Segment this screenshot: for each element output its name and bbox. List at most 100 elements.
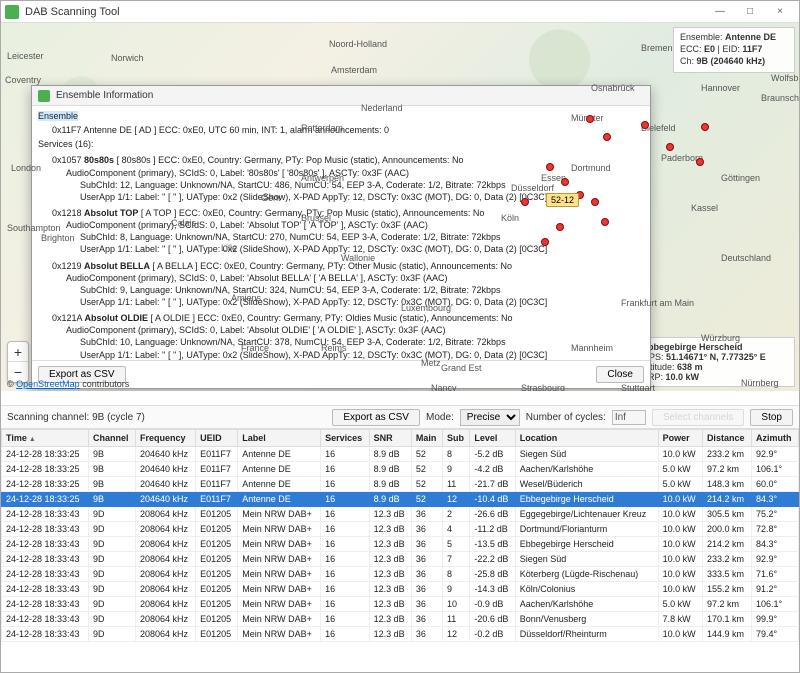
table-row[interactable]: 24-12-28 18:33:259B204640 kHzE011F7Anten…: [2, 462, 799, 477]
close-dialog-button[interactable]: Close: [596, 366, 644, 383]
table-cell: -25.8 dB: [470, 567, 515, 582]
table-row[interactable]: 24-12-28 18:33:439D208064 kHzE01205Mein …: [2, 597, 799, 612]
map-marker[interactable]: [666, 143, 674, 151]
table-cell: 305.5 km: [702, 507, 751, 522]
table-cell: Mein NRW DAB+: [238, 612, 321, 627]
table-cell: E01205: [196, 612, 238, 627]
city-label: Lille: [221, 243, 237, 253]
table-row[interactable]: 24-12-28 18:33:259B204640 kHzE011F7Anten…: [2, 447, 799, 462]
map-marker[interactable]: [586, 115, 594, 123]
table-cell: Köterberg (Lügde-Rischenau): [515, 567, 658, 582]
services-label: Services (16):: [38, 138, 644, 150]
close-button[interactable]: ×: [765, 2, 795, 22]
table-cell: 36: [411, 522, 442, 537]
table-row[interactable]: 24-12-28 18:33:439D208064 kHzE01205Mein …: [2, 582, 799, 597]
table-cell: 99.9°: [751, 612, 798, 627]
export-csv-button[interactable]: Export as CSV: [332, 409, 420, 426]
city-label: Mannheim: [571, 343, 613, 353]
map-marker[interactable]: [641, 121, 649, 129]
table-cell: 12.3 dB: [369, 612, 411, 627]
table-cell: 60.0°: [751, 477, 798, 492]
table-row[interactable]: 24-12-28 18:33:439D208064 kHzE01205Mein …: [2, 567, 799, 582]
table-cell: -21.7 dB: [470, 477, 515, 492]
cycles-input[interactable]: [612, 410, 646, 425]
osm-link[interactable]: OpenStreetMap: [16, 379, 80, 389]
table-row[interactable]: 24-12-28 18:33:259B204640 kHzE011F7Anten…: [2, 477, 799, 492]
results-table: Time▲ChannelFrequencyUEIDLabelServicesSN…: [1, 429, 799, 642]
city-label: Braunschweig: [761, 93, 799, 103]
col-sub[interactable]: Sub: [442, 430, 469, 447]
table-cell: 12.3 dB: [369, 567, 411, 582]
table-cell: 24-12-28 18:33:25: [2, 477, 89, 492]
city-label: Hannover: [701, 83, 740, 93]
table-row[interactable]: 24-12-28 18:33:439D208064 kHzE01205Mein …: [2, 627, 799, 642]
table-cell: 52: [411, 492, 442, 507]
col-power[interactable]: Power: [658, 430, 702, 447]
service-entry[interactable]: 0x1218 Absolut TOP [ A TOP ] ECC: 0xE0, …: [52, 207, 644, 219]
service-entry[interactable]: 0x1057 80s80s [ 80s80s ] ECC: 0xE0, Coun…: [52, 154, 644, 166]
col-distance[interactable]: Distance: [702, 430, 751, 447]
table-row[interactable]: 24-12-28 18:33:439D208064 kHzE01205Mein …: [2, 612, 799, 627]
col-location[interactable]: Location: [515, 430, 658, 447]
city-label: Köln: [501, 213, 519, 223]
table-cell: E011F7: [196, 492, 238, 507]
map-marker[interactable]: [603, 133, 611, 141]
table-cell: 10.0 kW: [658, 447, 702, 462]
maximize-button[interactable]: □: [735, 2, 765, 22]
city-label: Metz: [421, 358, 441, 368]
table-row[interactable]: 24-12-28 18:33:259B204640 kHzE011F7Anten…: [2, 492, 799, 507]
city-label: Rotterdam: [301, 123, 343, 133]
map[interactable]: + − Ensemble: Antenne DE ECC: E0 | EID: …: [1, 23, 799, 391]
select-channels-button[interactable]: Select channels: [652, 409, 745, 426]
col-services[interactable]: Services: [321, 430, 370, 447]
col-snr[interactable]: SNR: [369, 430, 411, 447]
table-cell: E01205: [196, 627, 238, 642]
map-marker[interactable]: [521, 198, 529, 206]
map-marker[interactable]: [701, 123, 709, 131]
city-label: Reims: [321, 343, 347, 353]
table-row[interactable]: 24-12-28 18:33:439D208064 kHzE01205Mein …: [2, 522, 799, 537]
table-cell: 16: [321, 582, 370, 597]
table-row[interactable]: 24-12-28 18:33:439D208064 kHzE01205Mein …: [2, 507, 799, 522]
table-cell: 9B: [89, 477, 136, 492]
city-label: Kassel: [691, 203, 718, 213]
results-table-wrap[interactable]: Time▲ChannelFrequencyUEIDLabelServicesSN…: [1, 429, 799, 672]
service-detail: AudioComponent (primary), SCIdS: 0, Labe…: [66, 272, 644, 284]
col-ueid[interactable]: UEID: [196, 430, 238, 447]
col-channel[interactable]: Channel: [89, 430, 136, 447]
table-cell: 12.3 dB: [369, 552, 411, 567]
col-azimuth[interactable]: Azimuth: [751, 430, 798, 447]
ensemble-dialog-body[interactable]: Ensemble0x11F7 Antenne DE [ AD ] ECC: 0x…: [32, 106, 650, 360]
table-cell: -26.6 dB: [470, 507, 515, 522]
col-level[interactable]: Level: [470, 430, 515, 447]
ensemble-dialog-titlebar[interactable]: Ensemble Information: [32, 86, 650, 106]
col-time[interactable]: Time▲: [2, 430, 89, 447]
city-label: Stuttgart: [621, 383, 655, 391]
map-marker[interactable]: [696, 158, 704, 166]
table-body: 24-12-28 18:33:259B204640 kHzE011F7Anten…: [2, 447, 799, 642]
table-cell: 204640 kHz: [135, 462, 195, 477]
mode-select[interactable]: Precise: [460, 409, 520, 426]
map-marker[interactable]: [541, 238, 549, 246]
map-marker[interactable]: [591, 198, 599, 206]
map-marker[interactable]: [546, 163, 554, 171]
city-label: Nederland: [361, 103, 403, 113]
col-label[interactable]: Label: [238, 430, 321, 447]
map-marker[interactable]: [561, 178, 569, 186]
stop-button[interactable]: Stop: [750, 409, 793, 426]
table-cell: 24-12-28 18:33:43: [2, 582, 89, 597]
table-row[interactable]: 24-12-28 18:33:439D208064 kHzE01205Mein …: [2, 537, 799, 552]
service-entry[interactable]: 0x121A Absolut OLDIE [ A OLDIE ] ECC: 0x…: [52, 312, 644, 324]
table-cell: E01205: [196, 567, 238, 582]
col-main[interactable]: Main: [411, 430, 442, 447]
map-marker[interactable]: [601, 218, 609, 226]
minimize-button[interactable]: —: [705, 2, 735, 22]
table-cell: 208064 kHz: [135, 582, 195, 597]
table-row[interactable]: 24-12-28 18:33:439D208064 kHzE01205Mein …: [2, 552, 799, 567]
col-frequency[interactable]: Frequency: [135, 430, 195, 447]
zoom-in-button[interactable]: +: [8, 342, 28, 362]
table-cell: 92.9°: [751, 447, 798, 462]
table-cell: E011F7: [196, 462, 238, 477]
table-cell: E011F7: [196, 477, 238, 492]
map-marker[interactable]: [556, 223, 564, 231]
